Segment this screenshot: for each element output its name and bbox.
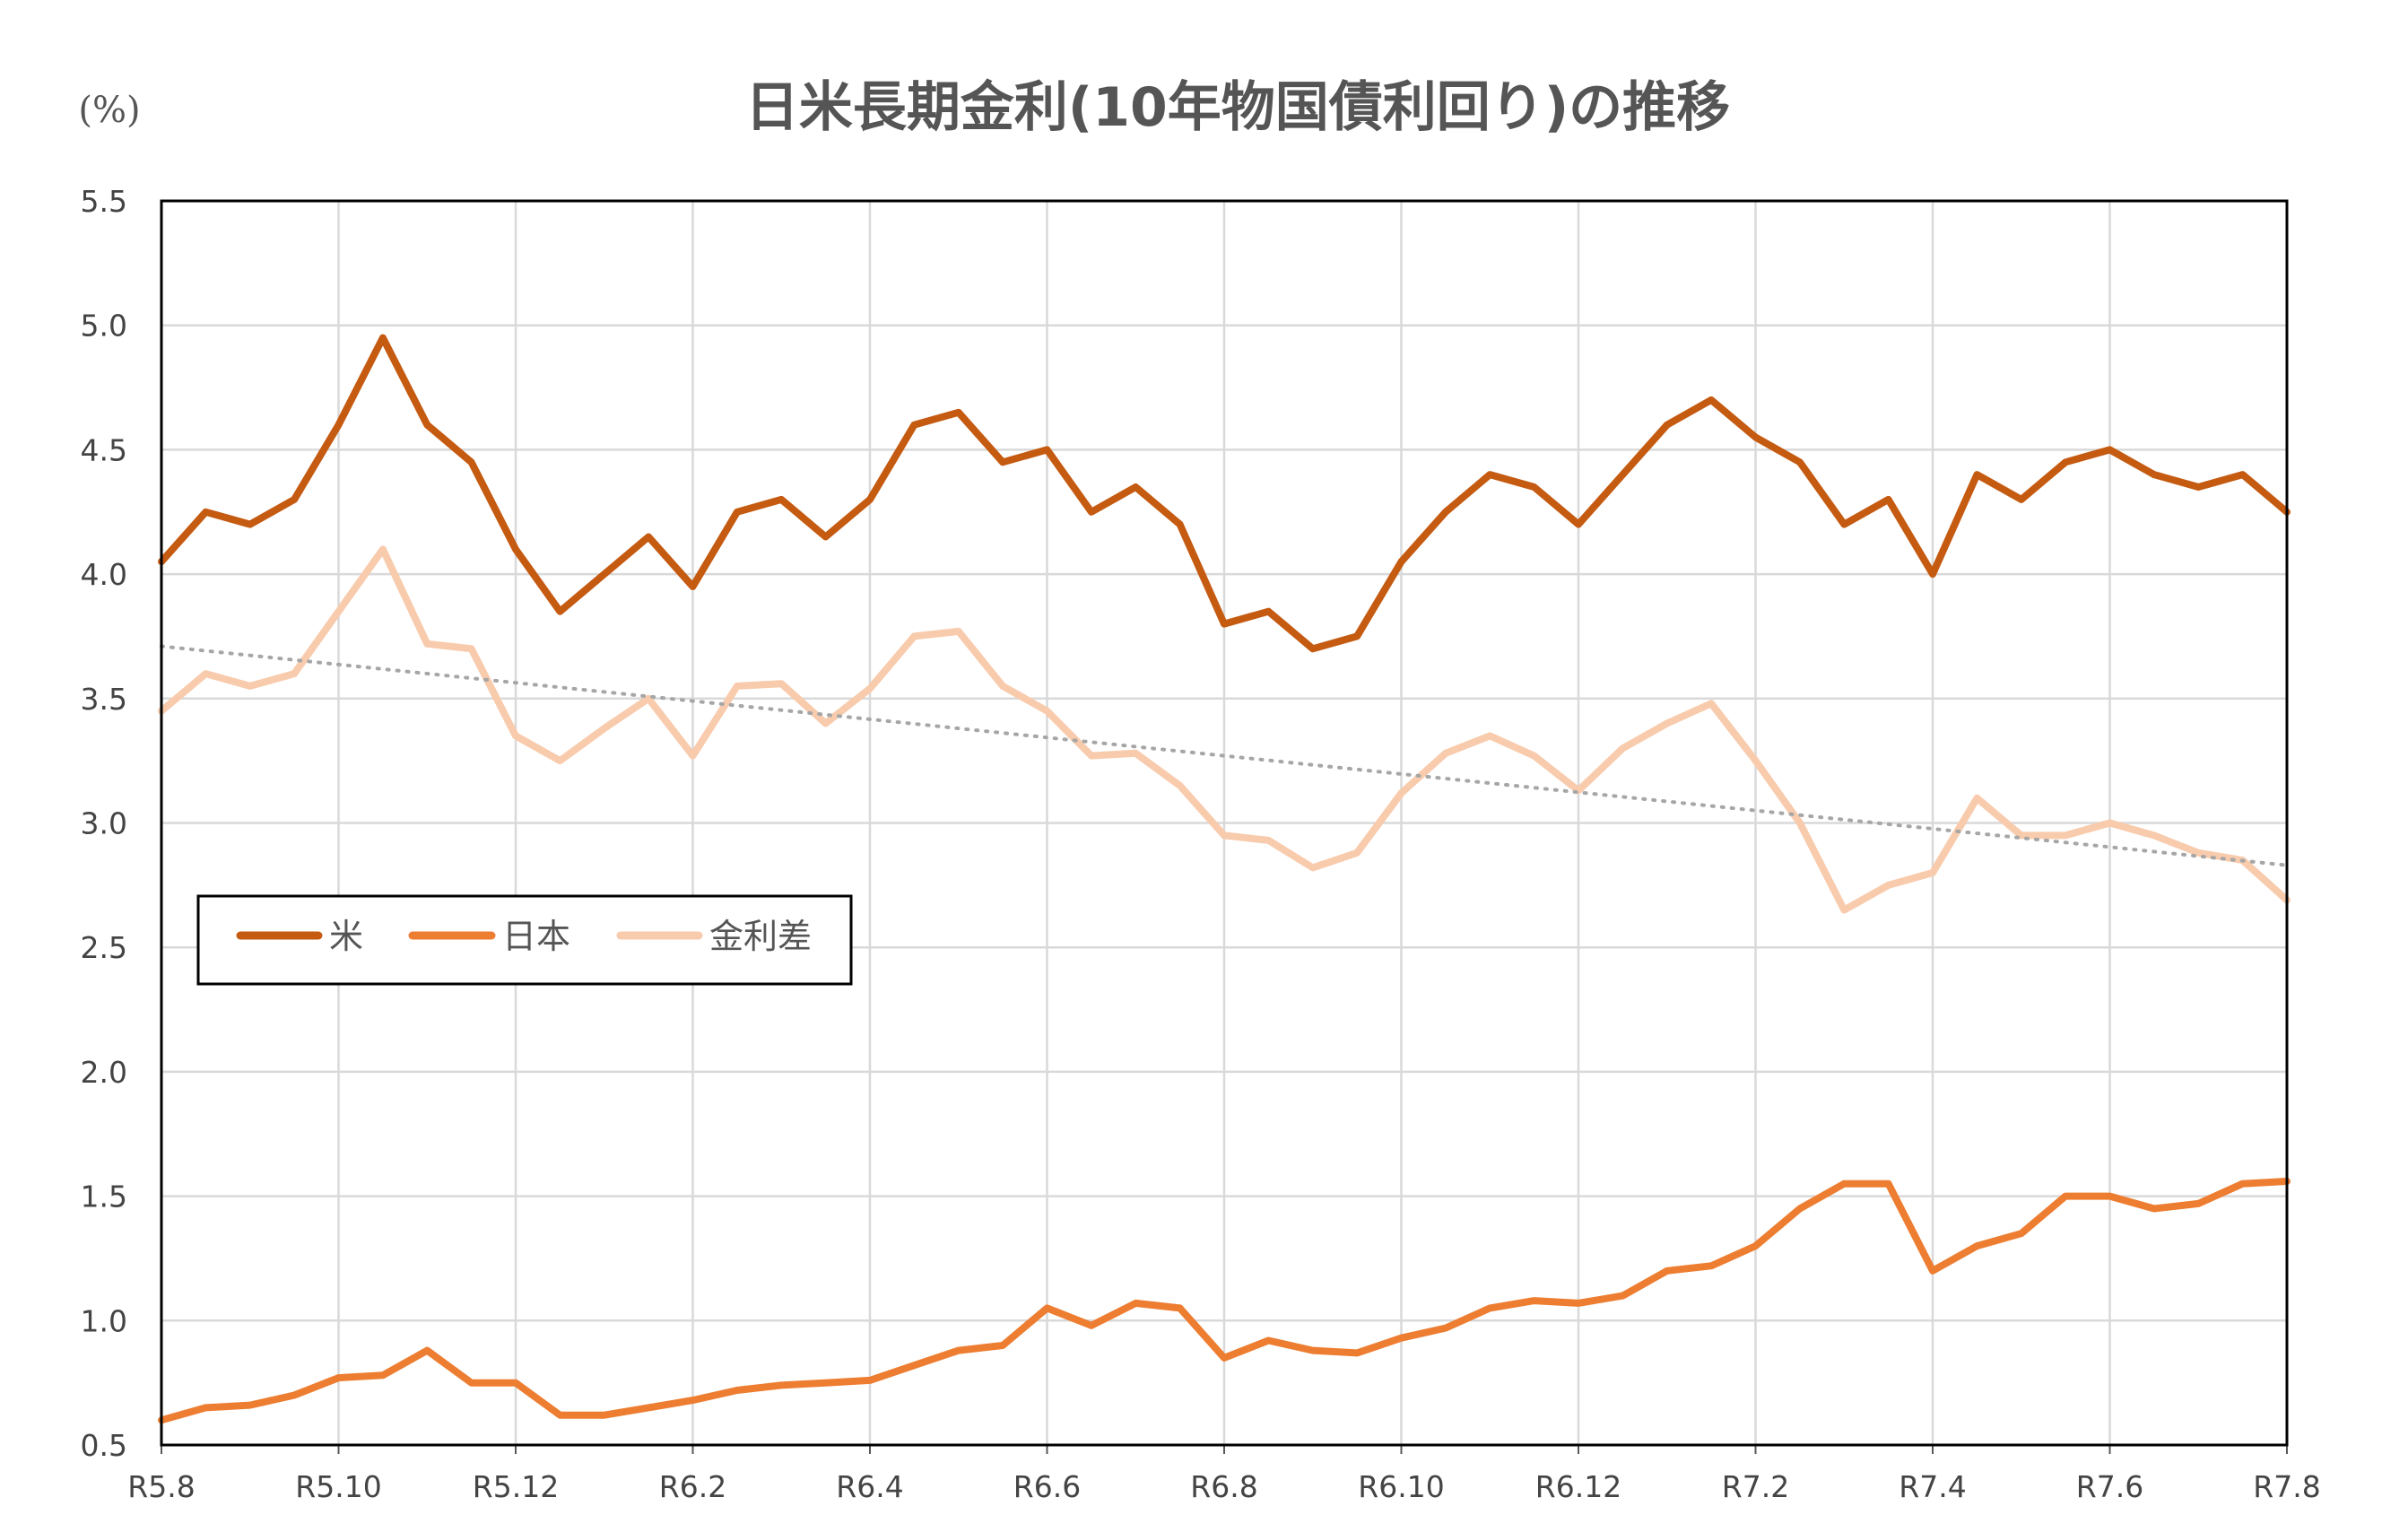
x-tick-label: R5.12 <box>473 1469 559 1504</box>
x-tick-label: R6.12 <box>1535 1469 1621 1504</box>
x-tick-label: R7.4 <box>1899 1469 1966 1504</box>
y-tick-label: 4.5 <box>81 432 127 467</box>
legend: 米 日本 金利差 <box>196 894 853 986</box>
series-layer <box>158 334 2291 1424</box>
series-line-spread <box>158 545 2291 914</box>
x-tick-label: R7.8 <box>2253 1469 2320 1504</box>
x-tick-label: R7.2 <box>1722 1469 1789 1504</box>
y-tick-label: 5.5 <box>81 184 127 219</box>
y-tick-label: 5.0 <box>81 309 127 344</box>
x-tick-label: R6.6 <box>1013 1469 1081 1504</box>
y-tick-label: 0.5 <box>81 1428 127 1463</box>
x-tick-label: R6.4 <box>836 1469 903 1504</box>
series-line-japan <box>158 1178 2291 1424</box>
x-tick-label: R6.10 <box>1358 1469 1444 1504</box>
legend-label-us: 米 <box>329 917 363 956</box>
chart-title: 日米長期金利(10年物国債利回り)の推移 <box>745 76 1730 139</box>
y-tick-label: 4.0 <box>81 557 127 592</box>
y-tick-label: 3.0 <box>81 806 127 841</box>
x-axis-ticks: R5.8 R5.10 R5.12 R6.2 R6.4 R6.6 R6.8 R6.10 R6.12… <box>127 1445 2321 1504</box>
y-axis-ticks: 0.5 1.0 1.5 2.0 2.5 3.0 3.5 4.0 4.5 5.0 5.5 <box>81 184 127 1463</box>
legend-box <box>196 894 853 986</box>
x-tick-label: R7.6 <box>2076 1469 2143 1504</box>
y-tick-label: 3.5 <box>81 682 127 717</box>
legend-label-spread: 金利差 <box>709 917 812 956</box>
x-tick-label: R6.8 <box>1190 1469 1257 1504</box>
y-tick-label: 2.5 <box>81 930 127 965</box>
series-line-us <box>158 334 2291 653</box>
x-tick-label: R5.10 <box>295 1469 381 1504</box>
y-tick-label: 2.0 <box>81 1055 127 1090</box>
legend-label-japan: 日本 <box>502 917 570 956</box>
y-tick-label: 1.5 <box>81 1179 127 1214</box>
x-tick-label: R6.2 <box>659 1469 726 1504</box>
y-tick-label: 1.0 <box>81 1303 127 1338</box>
y-axis-unit: (%) <box>78 90 140 131</box>
x-tick-label: R5.8 <box>127 1469 195 1504</box>
plot-area-border <box>160 199 2289 1447</box>
trendline-spread <box>160 644 2289 867</box>
